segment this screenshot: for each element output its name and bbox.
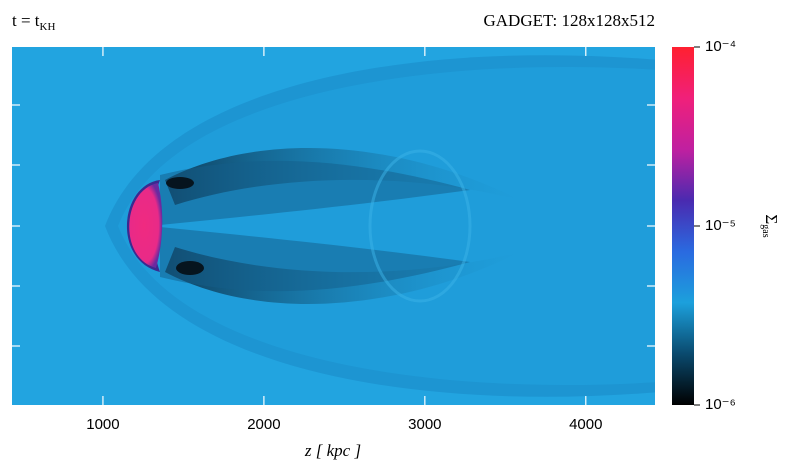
title-left: t = tKH [12, 11, 55, 33]
colorbar-tick-label: 10⁻⁶ [705, 396, 736, 413]
x-tick-label: 4000 [569, 416, 602, 433]
simulation-image [12, 47, 655, 405]
title-right: GADGET: 128x128x512 [483, 11, 655, 30]
x-tick-label: 2000 [247, 416, 280, 433]
colorbar-label: Σgas [760, 214, 781, 237]
axis-ticks [12, 104, 655, 347]
colorbar-tick-label: 10⁻⁵ [705, 217, 736, 234]
x-tick-label: 3000 [408, 416, 441, 433]
x-axis-label: z [ kpc ] [304, 441, 361, 460]
x-tick-label: 1000 [86, 416, 119, 433]
colorbar-tick-label: 10⁻⁴ [705, 38, 736, 55]
colorbar [672, 47, 694, 405]
